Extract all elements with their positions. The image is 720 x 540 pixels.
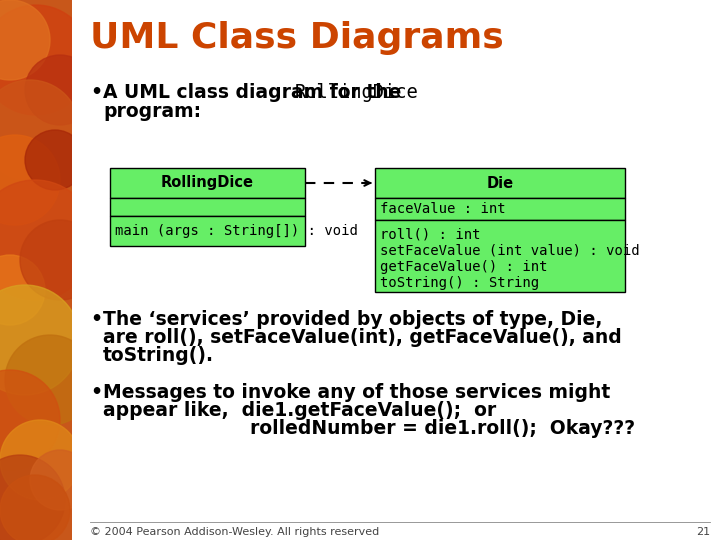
Text: appear like,  die1.getFaceValue();  or: appear like, die1.getFaceValue(); or (103, 401, 496, 420)
Text: getFaceValue() : int: getFaceValue() : int (380, 260, 547, 274)
Text: main (args : String[]) : void: main (args : String[]) : void (115, 224, 358, 238)
Text: faceValue : int: faceValue : int (380, 202, 505, 216)
Circle shape (0, 135, 60, 225)
Text: setFaceValue (int value) : void: setFaceValue (int value) : void (380, 244, 639, 258)
Circle shape (25, 130, 85, 190)
Circle shape (0, 475, 70, 540)
Text: •: • (90, 383, 102, 402)
Text: roll() : int: roll() : int (380, 228, 480, 242)
Text: RollingDice: RollingDice (294, 83, 418, 102)
Bar (0, 0, 72, 540)
Text: •: • (90, 83, 102, 102)
Bar (375, 198, 625, 220)
Circle shape (0, 420, 80, 500)
Bar (375, 168, 625, 198)
Bar (110, 216, 305, 246)
Text: rolledNumber = die1.roll();  Okay???: rolledNumber = die1.roll(); Okay??? (250, 419, 635, 438)
Text: A UML class diagram for the: A UML class diagram for the (103, 83, 408, 102)
Text: © 2004 Pearson Addison-Wesley. All rights reserved: © 2004 Pearson Addison-Wesley. All right… (90, 527, 379, 537)
Circle shape (5, 335, 95, 425)
Circle shape (0, 0, 50, 80)
Circle shape (0, 80, 80, 180)
Text: Die: Die (487, 176, 513, 191)
Circle shape (20, 220, 100, 300)
Text: toString() : String: toString() : String (380, 276, 539, 290)
Circle shape (0, 255, 45, 325)
Bar (110, 168, 305, 198)
Circle shape (0, 180, 95, 300)
Circle shape (0, 5, 91, 115)
Text: •: • (90, 310, 102, 329)
Text: Messages to invoke any of those services might: Messages to invoke any of those services… (103, 383, 611, 402)
Text: are roll(), setFaceValue(int), getFaceValue(), and: are roll(), setFaceValue(int), getFaceVa… (103, 328, 622, 347)
Text: UML Class Diagrams: UML Class Diagrams (90, 21, 504, 55)
Bar (375, 220, 625, 292)
Circle shape (0, 370, 60, 470)
Text: program:: program: (103, 102, 201, 121)
Circle shape (0, 455, 65, 540)
Circle shape (25, 55, 95, 125)
Bar (110, 198, 305, 216)
Circle shape (30, 450, 90, 510)
Text: 21: 21 (696, 527, 710, 537)
Text: RollingDice: RollingDice (161, 176, 254, 191)
Circle shape (0, 285, 80, 395)
Text: toString().: toString(). (103, 346, 214, 365)
Text: The ‘services’ provided by objects of type, Die,: The ‘services’ provided by objects of ty… (103, 310, 603, 329)
